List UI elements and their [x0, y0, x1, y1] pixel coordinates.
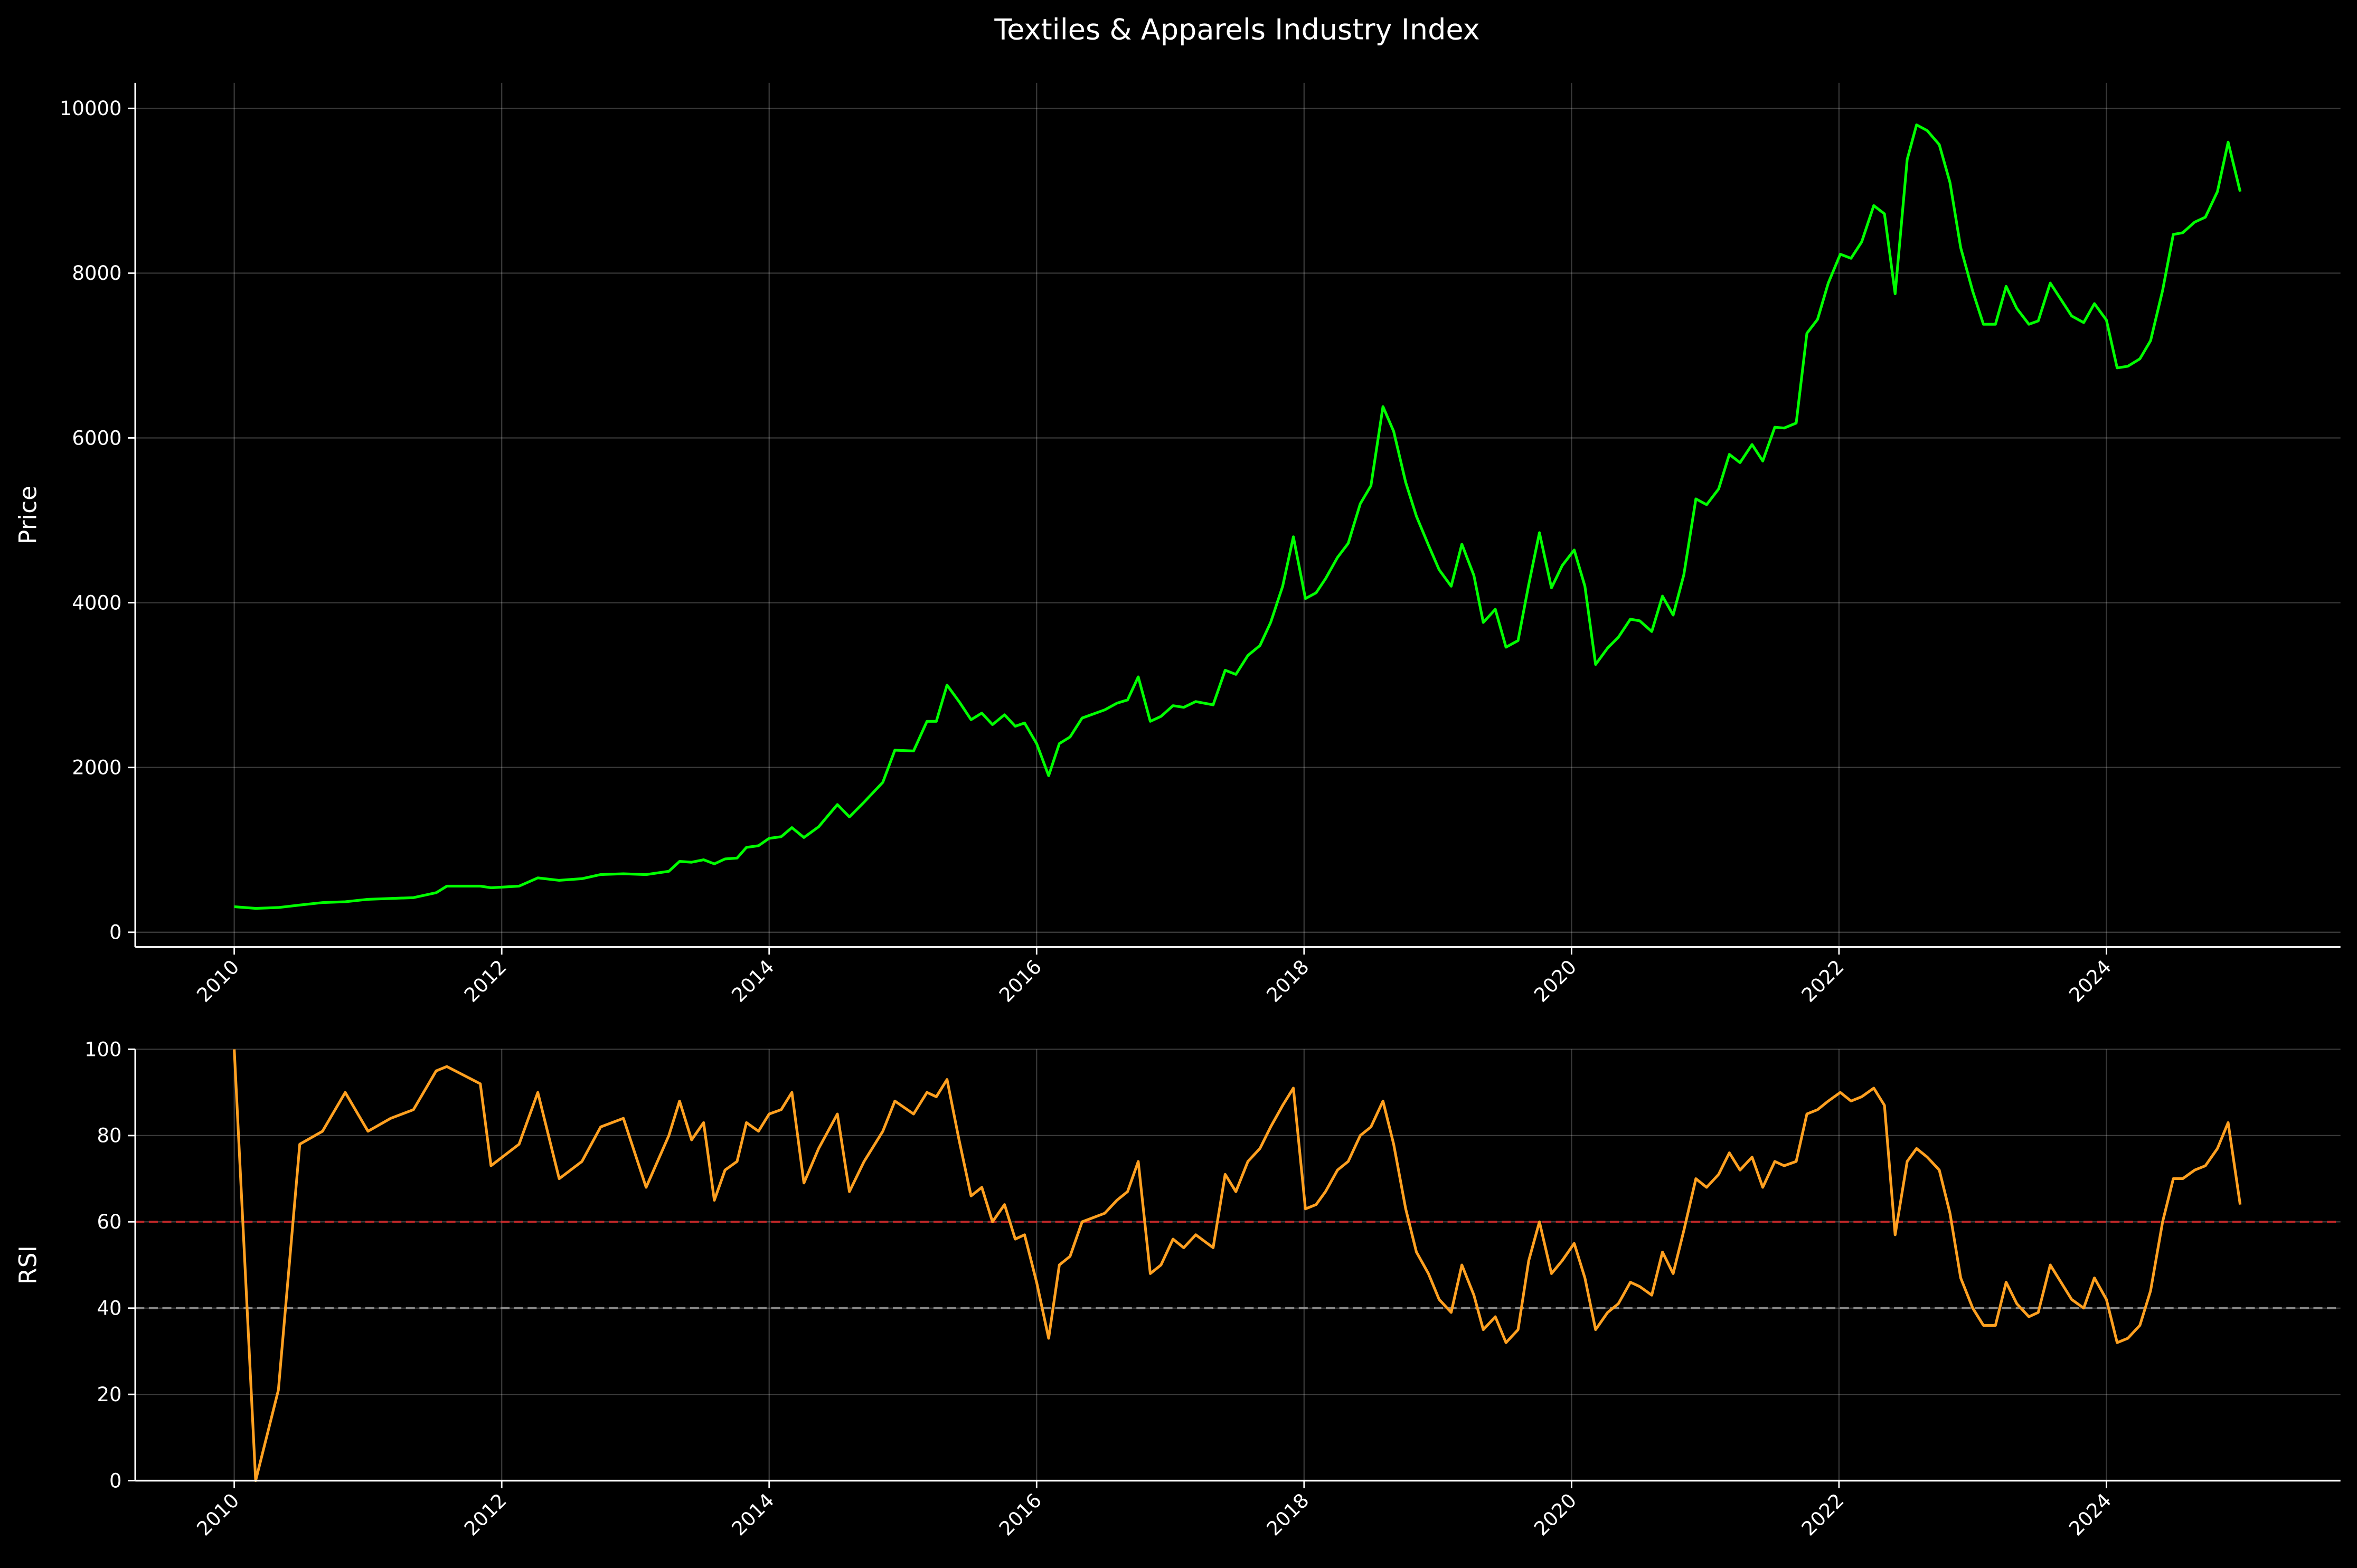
- data-line: [234, 123, 2242, 910]
- y-tick-label: 80: [97, 1125, 122, 1147]
- y-axis-label: RSI: [14, 1245, 42, 1284]
- y-tick-label: 0: [109, 921, 122, 944]
- y-tick-label: 60: [97, 1211, 122, 1233]
- y-tick-label: 6000: [72, 427, 121, 449]
- y-tick-label: 100: [84, 1038, 122, 1061]
- y-tick-label: 0: [109, 1469, 122, 1492]
- chart-title: Textiles & Apparels Industry Index: [994, 13, 1479, 46]
- y-tick-label: 20: [97, 1383, 122, 1406]
- data-line: [233, 1049, 2242, 1482]
- y-axis-label: Price: [14, 486, 42, 544]
- y-tick-label: 4000: [72, 591, 121, 614]
- y-tick-label: 2000: [72, 757, 121, 779]
- y-tick-label: 8000: [72, 262, 121, 285]
- y-tick-label: 10000: [60, 97, 122, 120]
- y-tick-label: 40: [97, 1297, 122, 1320]
